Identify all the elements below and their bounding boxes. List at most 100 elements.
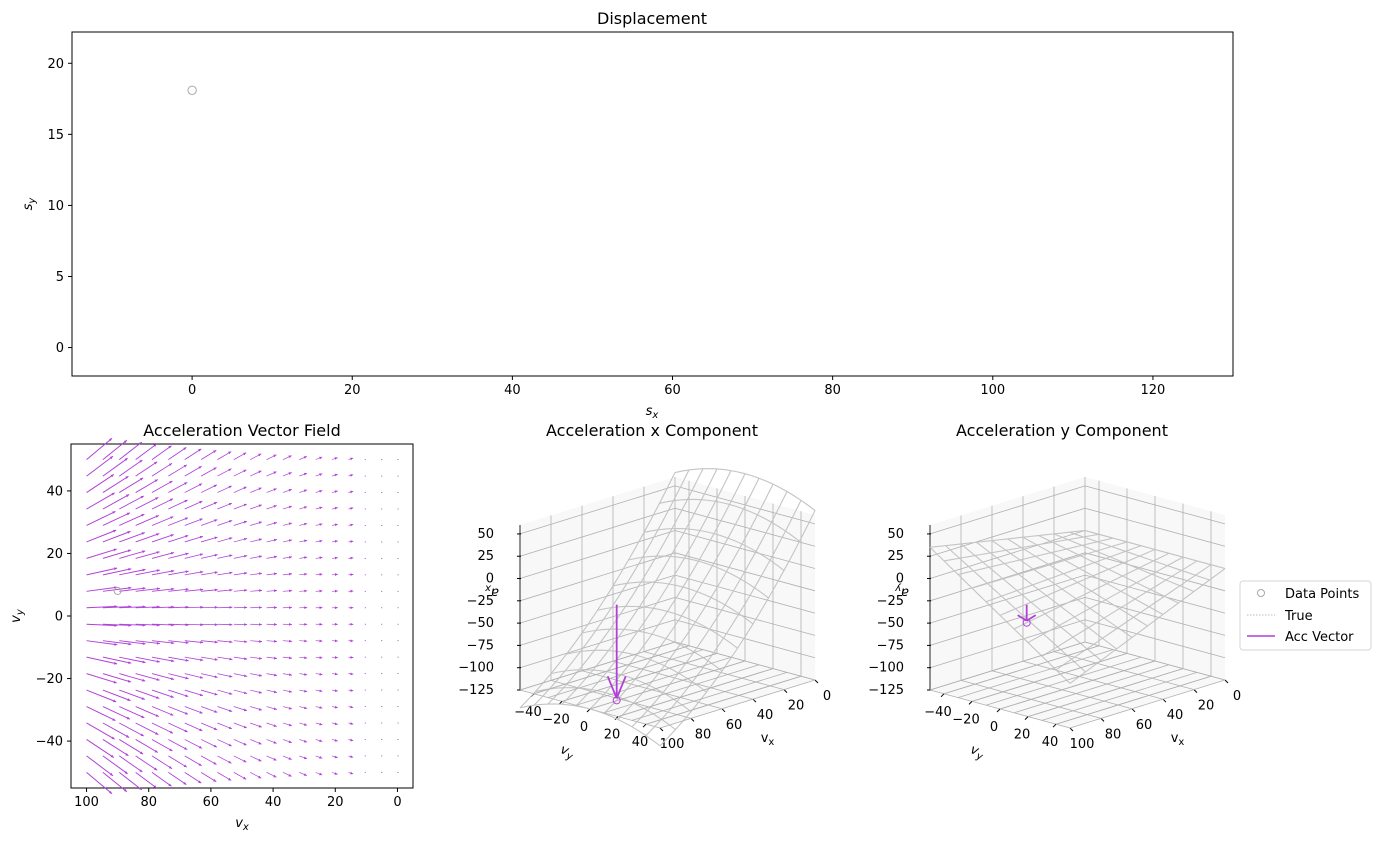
acc-field-arrowhead [304,606,308,610]
acc-field-arrowhead [170,712,174,716]
acc-field-arrow [151,480,173,493]
acc-y-vx-tick-label: 100 [1070,737,1095,752]
acc-field-arrowhead [185,588,189,591]
acc-field-arrow [151,445,172,460]
acc-x-vx-tick-label: 20 [788,699,805,714]
acc-field-arrowhead [185,535,189,538]
acc-field-arrowhead [319,573,323,576]
acc-field-arrowhead [125,753,129,756]
legend-box [1239,580,1372,651]
acc-field-arrowhead [303,723,308,726]
acc-field-arrowhead [229,537,233,540]
acc-y-vy-tick-label: −40 [924,705,951,720]
acc-field-arrowhead [258,724,262,728]
acc-field-arrowhead [258,487,262,491]
acc-field-arrow [184,571,204,576]
displacement-x-tick-label: 80 [824,383,841,398]
acc-field-arrow [151,689,174,698]
acc-field-arrow [119,606,146,609]
acc-y-floor-dotted [943,645,1100,695]
acc-field-arrow [184,623,204,626]
acc-field-arrowhead [184,729,188,733]
acc-field-arrowhead [273,673,277,677]
acc-x-floor-dotted [645,675,802,725]
acc-field-arrowhead [289,639,293,643]
acc-field-arrowhead [228,520,233,523]
acc-field-arrow [168,606,189,609]
acc-field-arrowhead [169,480,173,484]
acc-field-arrowhead [258,521,262,525]
acc-y-grid-line [929,507,1086,557]
acc-field-arrow [151,516,174,526]
acc-field-arrowhead [350,589,354,593]
acc-field-arrowhead [319,672,323,676]
acc-field-arrowhead [156,696,160,699]
acc-field-arrowhead [319,639,323,643]
acc-field-arrowhead [304,639,308,643]
acc-field-arrowhead [303,489,308,493]
displacement-xlabel: sx [646,404,659,421]
acc-field-y-tick-label: −40 [36,735,63,750]
acc-field-arrow [102,568,132,576]
acc-y-floor-dotted [971,653,1128,702]
acc-field-arrowhead [168,463,173,467]
acc-y-floor-dotted [999,660,1156,710]
acc-field-arrowhead [258,470,262,474]
acc-y-vx-tick-label: 0 [1233,689,1241,704]
acc-x-surface-line [575,470,732,707]
acc-field-arrow [184,722,203,732]
acc-field-arrow [184,535,204,543]
acc-field-arrow [168,499,188,510]
acc-field-arrowhead [126,494,130,498]
acc-field-arrowhead [288,673,293,677]
acc-field-y-tick-label: 40 [46,484,63,499]
acc-field-y-ticks: −40 −20 0 20 40 [36,484,71,750]
acc-x-grid-line [519,485,676,535]
acc-field-arrowhead [273,741,277,744]
acc-field-arrowhead [153,444,157,447]
displacement-data-point [187,85,197,95]
acc-y-grid-line [929,574,1086,624]
acc-field-arrowhead [140,733,144,737]
acc-field-arrow [168,755,188,768]
acc-x-vx-tick [814,679,819,684]
acc-field-arrowhead [303,739,308,743]
acc-field-arrowhead [228,485,232,489]
acc-field-arrow [118,441,143,461]
acc-field-arrowhead [334,689,338,692]
acc-field-arrow [119,722,144,737]
acc-field-arrowhead [156,587,160,591]
acc-field-arrowhead [350,622,354,626]
acc-y-surface-line [1041,560,1198,657]
displacement-y-tick-label: 0 [56,341,64,356]
acc-field-arrowhead [259,640,263,643]
acc-field-arrow [119,755,143,773]
acc-field-arrowhead [229,554,233,558]
acc-field-x-tick-label: 40 [265,795,282,810]
acc-field-arrow [135,739,159,753]
acc-field-arrowhead [126,716,130,720]
acc-field-arrowhead [198,483,203,487]
acc-field-arrowhead [200,570,204,574]
acc-field-arrowhead [350,655,354,659]
acc-field-arrow [119,623,146,626]
acc-field-arrowhead [228,777,232,781]
acc-field-arrow [151,498,174,510]
acc-field-arrow [102,640,132,645]
acc-field-arrow [119,689,146,700]
acc-field-arrow [184,500,203,510]
acc-field-arrow [119,587,146,592]
acc-field-arrow [86,586,118,592]
acc-field-xlabel: vx [235,816,249,833]
acc-x-vx-tick-label: 40 [757,708,774,723]
acc-field-ylabel: vy [9,608,26,623]
acc-field-arrowhead [198,763,202,766]
acc-field-arrow [184,706,203,714]
acc-field-arrowhead [319,456,323,460]
acc-field-arrow [86,548,117,559]
acc-x-vx-tick [752,698,757,703]
acc-field-arrow [168,656,189,662]
acc-field-arrowhead [244,606,248,609]
acc-field-arrow [168,464,188,477]
acc-field-arrowhead [198,745,203,749]
